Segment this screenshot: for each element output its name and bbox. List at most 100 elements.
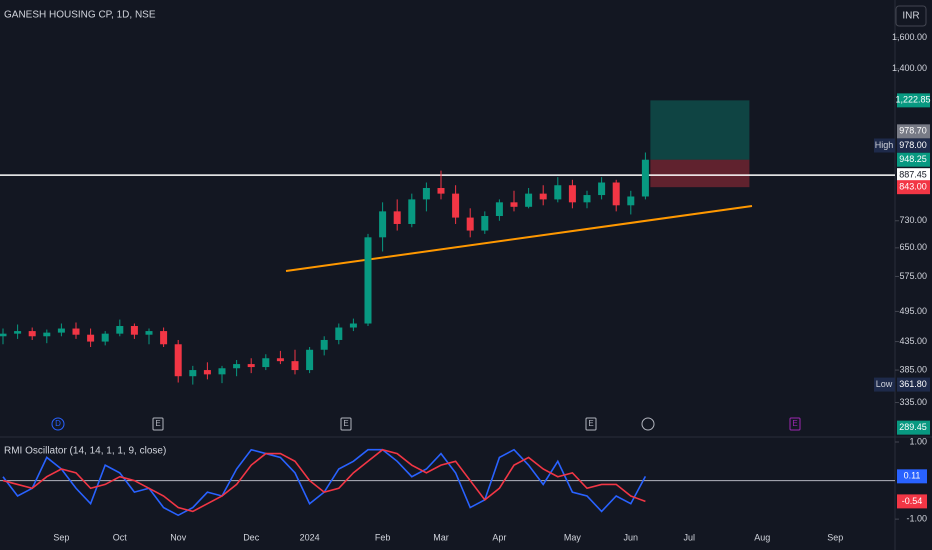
extreme-tag: Low [876,379,893,389]
price-label: 843.00 [899,182,927,192]
price-label-bg [897,124,930,139]
price-label: 978.70 [899,126,927,136]
price-label-bg [897,180,930,195]
y-tick-label: 1,400.00 [892,63,927,73]
candle-body [130,326,138,335]
candle-body [0,333,7,337]
candle-body [14,331,22,334]
price-label-bg [897,420,930,435]
candle-body [57,328,65,333]
currency-label[interactable]: INR [902,11,919,22]
candle-body [116,326,124,334]
x-tick-label: Feb [375,532,391,542]
candle-body [568,185,576,203]
x-tick-label: Mar [433,532,449,542]
currency-button[interactable] [895,5,927,27]
candle-body [627,196,635,206]
candle-body [43,332,51,337]
candle-body [28,331,36,337]
price-label: 289.45 [899,422,927,432]
y-tick-label: 650.00 [899,242,927,252]
candle-body [101,333,109,342]
event-marker [585,417,597,431]
event-label: E [792,419,797,428]
osc-tick-label: 1.00 [909,436,927,446]
stop-zone [650,159,750,188]
event-label: D [55,419,61,428]
price-label-bg [897,168,930,183]
candle-body [408,199,416,224]
candle-body [495,202,503,217]
chart-title: GANESH HOUSING CP, 1D, NSE [4,10,156,21]
osc-last-label-bg [897,494,927,509]
osc-last-label: 0.11 [904,471,921,481]
extreme-label-bg [897,377,930,392]
osc-last-label: -0.54 [902,496,923,506]
candle-body [554,185,562,200]
candle-body [583,195,591,203]
candle-body [291,361,299,371]
osc-last-label-bg [897,469,927,484]
candle-body [379,211,387,238]
extreme-label: 361.80 [899,379,927,389]
price-label: 948.25 [899,154,927,164]
x-tick-label: Sep [53,532,69,542]
osc-tick-label: -1.00 [906,514,927,524]
x-tick-label: Nov [170,532,187,542]
candle-body [189,370,197,377]
candle-body [437,188,445,194]
candle-body [539,193,547,200]
y-tick-label: 435.00 [899,336,927,346]
extreme-tag-bg [874,377,895,392]
candle-body [612,182,620,206]
candle-body [481,216,489,231]
candle-body [87,334,95,342]
candle-body [247,364,255,368]
candle-body [218,368,226,375]
candle-body [145,331,153,335]
event-marker [152,417,164,431]
candle-body [364,237,372,324]
x-tick-label: Sep [827,532,843,542]
event-label: E [343,419,348,428]
price-label: 1,222.85 [895,95,930,105]
candle-body [422,188,430,200]
x-tick-label: 2024 [300,532,320,542]
event-marker [789,417,801,431]
osc-line [2,448,646,513]
candle-body [262,358,270,368]
extreme-label-bg [897,138,930,153]
candle-body [510,202,518,207]
price-label-bg [897,93,930,108]
target-zone [650,100,750,160]
candle-body [525,193,533,207]
y-tick-label: 730.00 [899,215,927,225]
y-tick-label: 335.00 [899,397,927,407]
candle-body [349,323,357,328]
y-tick-label: 495.00 [899,306,927,316]
candle-body [306,349,314,371]
event-label: E [155,419,160,428]
event-marker [51,417,65,431]
extreme-label: 978.00 [899,140,927,150]
candle-body [276,358,284,362]
y-tick-label: 575.00 [899,271,927,281]
x-tick-label: Aug [754,532,770,542]
event-marker [340,417,352,431]
candle-body [320,339,328,350]
extreme-tag-bg [874,138,895,153]
y-tick-label: 1,600.00 [892,32,927,42]
candle-body [174,344,182,377]
candle-body [452,193,460,218]
extreme-tag: High [875,140,894,150]
candle-body [393,211,401,224]
y-tick-label: 385.00 [899,364,927,374]
candle-body [72,328,80,335]
x-tick-label: Jun [624,532,639,542]
x-tick-label: Apr [492,532,506,542]
candle-body [598,182,606,196]
x-tick-label: Jul [683,532,695,542]
candle-body [335,327,343,340]
